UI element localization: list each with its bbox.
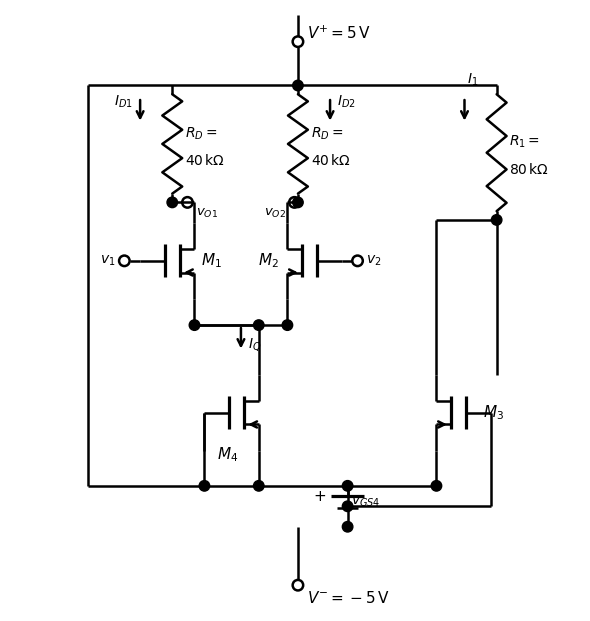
Text: $80\,\mathrm{k\Omega}$: $80\,\mathrm{k\Omega}$ — [510, 161, 549, 176]
Text: $M_2$: $M_2$ — [258, 252, 278, 270]
Text: $I_1$: $I_1$ — [467, 72, 478, 88]
Circle shape — [254, 481, 264, 491]
Circle shape — [491, 215, 502, 225]
Text: $v_1$: $v_1$ — [100, 253, 116, 268]
Text: $40\,\mathrm{k\Omega}$: $40\,\mathrm{k\Omega}$ — [311, 153, 351, 168]
Circle shape — [431, 481, 442, 491]
Circle shape — [254, 320, 264, 330]
Circle shape — [282, 320, 293, 330]
Text: $v_2$: $v_2$ — [366, 253, 382, 268]
Circle shape — [293, 197, 303, 207]
Circle shape — [342, 522, 353, 532]
Text: $v_{GS4}$: $v_{GS4}$ — [350, 495, 380, 509]
Text: $v_{O2}$: $v_{O2}$ — [264, 207, 286, 220]
Circle shape — [189, 320, 200, 330]
Text: $R_D=$: $R_D=$ — [185, 125, 218, 142]
Text: $V^{-}=-5\,\mathrm{V}$: $V^{-}=-5\,\mathrm{V}$ — [307, 590, 389, 606]
Text: $R_1=$: $R_1=$ — [510, 134, 540, 150]
Text: $M_4$: $M_4$ — [217, 445, 238, 464]
Circle shape — [342, 481, 353, 491]
Text: $40\,\mathrm{k\Omega}$: $40\,\mathrm{k\Omega}$ — [185, 153, 225, 168]
Circle shape — [167, 197, 178, 207]
Circle shape — [199, 481, 209, 491]
Text: $I_Q$: $I_Q$ — [248, 335, 261, 353]
Circle shape — [342, 501, 353, 512]
Text: $M_3$: $M_3$ — [483, 404, 504, 422]
Text: $M_1$: $M_1$ — [202, 252, 222, 270]
Text: $I_{D1}$: $I_{D1}$ — [114, 94, 133, 110]
Text: $R_D=$: $R_D=$ — [311, 125, 343, 142]
Text: $V^{+}=5\,\mathrm{V}$: $V^{+}=5\,\mathrm{V}$ — [307, 24, 371, 42]
Text: $v_{O1}$: $v_{O1}$ — [196, 207, 218, 220]
Text: +: + — [314, 489, 326, 504]
Text: $I_{D2}$: $I_{D2}$ — [337, 94, 356, 110]
Circle shape — [293, 80, 303, 91]
